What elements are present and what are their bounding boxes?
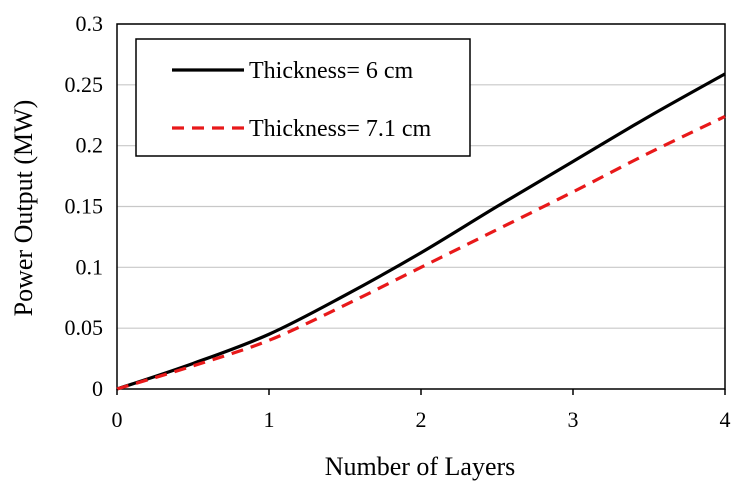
legend-box (135, 38, 471, 157)
legend-label-series-1: Thickness= 6 cm (249, 58, 414, 84)
x-tick-label-3: 3 (568, 407, 579, 432)
y-tick-label-6: 0.3 (76, 11, 104, 36)
x-tick-label-0: 0 (112, 407, 123, 432)
y-tick-label-5: 0.25 (65, 72, 104, 97)
y-tick-label-4: 0.2 (76, 133, 104, 158)
series-lines (116, 72, 726, 391)
series-line-2 (116, 115, 726, 391)
y-tick-label-0: 0 (92, 376, 103, 401)
y-tick-label-2: 0.1 (76, 254, 104, 279)
legend-label-series-2: Thickness= 7.1 cm (249, 116, 432, 142)
x-tick-label-1: 1 (264, 407, 275, 432)
x-tick-label-2: 2 (416, 407, 427, 432)
series-line-1 (116, 72, 726, 391)
y-tick-label-1: 0.05 (65, 315, 104, 340)
x-tick-label-4: 4 (720, 407, 731, 432)
y-tick-label-3: 0.15 (65, 194, 104, 219)
legend: Thickness= 6 cm Thickness= 7.1 cm (135, 38, 471, 157)
x-axis-title: Number of Layers (325, 452, 516, 481)
tick-labels: 0 0.05 0.1 0.15 0.2 0.25 0.3 0 1 2 3 4 (65, 11, 731, 432)
y-axis-title: Power Output (MW) (9, 100, 38, 317)
